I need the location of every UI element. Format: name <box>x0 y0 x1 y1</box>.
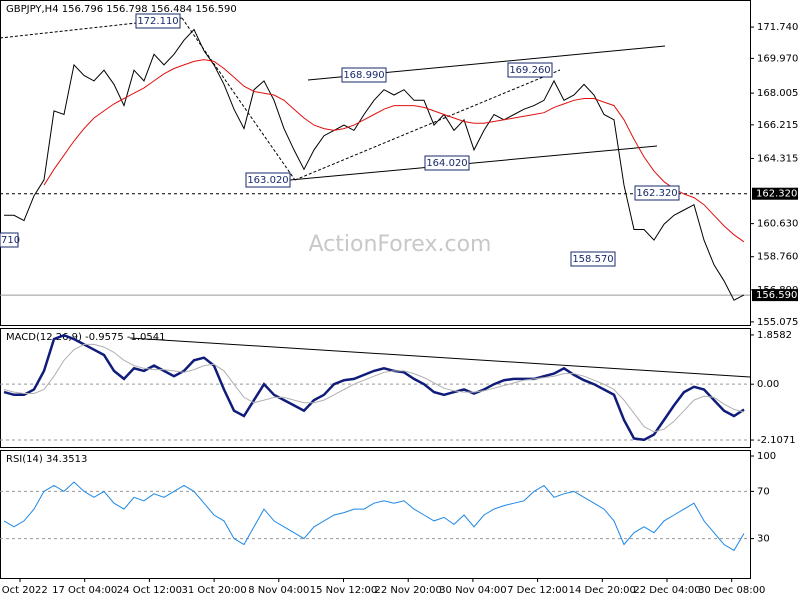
annotation-box <box>424 155 470 171</box>
panel-frame <box>0 450 751 579</box>
panel-title: GBPJPY,H4 156.796 156.798 156.484 156.59… <box>6 4 237 15</box>
x-tick-label: 7 Oct 2022 <box>0 585 48 596</box>
series-line <box>3 481 745 552</box>
x-tick-label: 31 Oct 20:00 <box>181 585 246 596</box>
price-tag-label: 156.590 <box>756 290 797 301</box>
x-tick-label: 30 Nov 04:00 <box>439 585 506 596</box>
x-tick-label: 24 Oct 12:00 <box>117 585 182 596</box>
macd-trendline <box>129 337 751 378</box>
series-line <box>43 59 745 243</box>
panel-title: RSI(14) 34.3513 <box>6 454 87 465</box>
price-tag <box>752 187 798 200</box>
y-tick-label: 166.215 <box>757 120 798 131</box>
y-tick-label: 100 <box>757 451 776 462</box>
annotation-box <box>135 13 181 29</box>
series-line <box>3 333 745 442</box>
trendline <box>294 69 561 181</box>
y-tick-label: 164.315 <box>757 153 798 164</box>
x-tick-label: 15 Nov 12:00 <box>310 585 377 596</box>
x-tick-label: 7 Dec 12:00 <box>507 585 568 596</box>
annotation: 164.020 <box>426 158 467 169</box>
annotation-box <box>0 232 19 248</box>
series-line <box>3 343 745 433</box>
x-tick-label: 22 Dec 04:00 <box>633 585 700 596</box>
annotation-box <box>245 172 291 188</box>
y-tick-label: 0.00 <box>757 379 779 390</box>
annotation-box <box>341 67 387 83</box>
y-tick-label: 169.970 <box>757 53 798 64</box>
price-tag-label: 162.320 <box>756 189 797 200</box>
panel-frame <box>0 0 751 326</box>
price-tag <box>752 289 798 302</box>
annotation-box <box>570 251 616 267</box>
x-tick-label: 22 Nov 20:00 <box>374 585 441 596</box>
y-tick-label: -2.1071 <box>757 435 796 446</box>
y-tick-label: 168.005 <box>757 88 798 99</box>
y-tick-label: 155.075 <box>757 317 798 328</box>
series-line <box>4 28 745 301</box>
y-tick-label: 70 <box>757 486 770 497</box>
annotation: 169.260 <box>509 65 550 76</box>
annotation-box <box>507 62 553 78</box>
y-tick-label: 158.760 <box>757 252 798 263</box>
annotation: 168.990 <box>343 70 384 81</box>
annotation: 163.020 <box>247 175 288 186</box>
annotation: 158.570 <box>572 254 613 265</box>
x-tick-label: 17 Oct 04:00 <box>52 585 117 596</box>
panel-frame <box>0 328 751 448</box>
y-tick-label: 1.8582 <box>757 330 792 341</box>
x-tick-label: 8 Nov 04:00 <box>248 585 309 596</box>
annotation-box <box>634 185 680 201</box>
x-tick-label: 30 Dec 08:00 <box>698 585 765 596</box>
y-tick-label: 171.740 <box>757 22 798 33</box>
y-tick-label: 160.630 <box>757 219 798 230</box>
annotation: 172.110 <box>137 16 178 27</box>
watermark: ActionForex.com <box>309 232 492 257</box>
channel-line <box>289 145 658 181</box>
annotation: 162.320 <box>636 188 677 199</box>
x-tick-label: 14 Dec 20:00 <box>569 585 636 596</box>
panel-title: MACD(12,26,9) -0.9575 -1.0541 <box>6 332 166 343</box>
annotation: 710 <box>1 235 20 246</box>
y-tick-label: 30 <box>757 534 770 545</box>
